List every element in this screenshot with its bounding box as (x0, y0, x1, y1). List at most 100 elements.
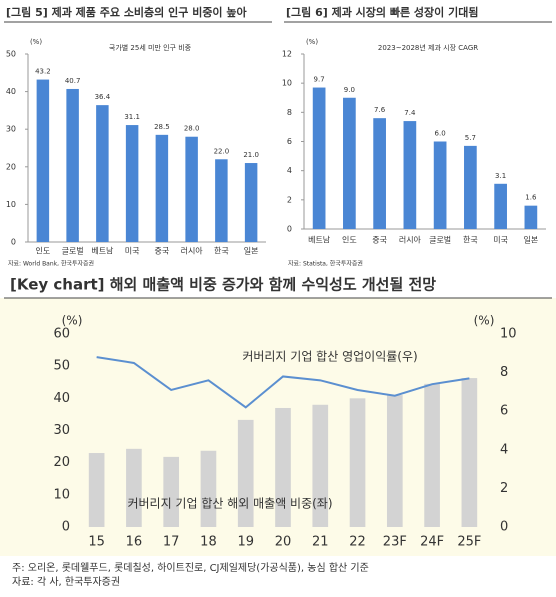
y-tick-label: 4 (287, 166, 292, 175)
x-tick-label: 25F (457, 535, 481, 550)
x-tick-label: 한국 (463, 236, 478, 245)
y-tick-label: 40 (53, 391, 70, 406)
value-label: 3.1 (495, 172, 506, 180)
line (96, 356, 470, 409)
y2-tick-label: 10 (500, 327, 517, 342)
series-label: 커버리지 기업 합산 해외 매출액 비중(좌) (127, 497, 332, 511)
value-label: 7.6 (374, 106, 386, 114)
x-tick-label: 미국 (493, 236, 508, 245)
bar (163, 456, 180, 527)
y-tick-label: 6 (287, 137, 292, 146)
x-tick-label: 글로벌 (62, 246, 84, 256)
x-tick-label: 22 (349, 535, 366, 550)
y2-tick-label: 8 (500, 365, 508, 380)
value-label: 7.4 (404, 109, 416, 117)
bar (312, 87, 326, 230)
y-tick-label: 10 (6, 200, 16, 209)
bar (275, 407, 291, 527)
bar (349, 398, 366, 527)
bar (424, 383, 440, 527)
y2-tick-label: 4 (500, 442, 508, 457)
source: 자료: Statista, 한국투자증권 (288, 260, 363, 268)
bar (312, 404, 329, 527)
value-label: 9.7 (314, 76, 325, 84)
x-tick-label: 러시아 (181, 246, 204, 256)
x-tick-label: 19 (237, 535, 254, 550)
x-tick-label: 미국 (125, 247, 140, 256)
x-tick-label: 24F (420, 535, 444, 550)
unit2-label: (%) (474, 314, 495, 328)
value-label: 1.6 (525, 194, 537, 202)
y-tick-label: 20 (6, 162, 16, 171)
chart-title: [그림 5] 제과 제품 주요 소비층의 인구 비중이 높아 (6, 5, 248, 19)
bar (237, 419, 254, 527)
y-tick-label: 2 (287, 195, 292, 204)
value-label: 9.0 (344, 86, 355, 94)
x-tick-label: 베트남 (91, 247, 114, 256)
bar (215, 159, 228, 242)
bar (96, 105, 109, 242)
bar (494, 183, 507, 229)
x-tick-label: 한국 (214, 247, 229, 256)
bar (36, 79, 50, 243)
value-label: 43.2 (35, 68, 51, 76)
value-label: 28.0 (184, 125, 200, 133)
y-tick-label: 50 (6, 50, 16, 59)
unit-label: (%) (306, 38, 318, 46)
bar (386, 395, 403, 527)
bar (66, 88, 79, 242)
bar (244, 163, 258, 242)
x-tick-label: 일본 (524, 236, 539, 245)
y-tick-label: 0 (287, 225, 292, 234)
x-tick-label: 20 (275, 535, 292, 550)
x-tick-label: 18 (200, 535, 217, 550)
bar (343, 97, 356, 229)
chart-title: [Key chart] 해외 매출액 비중 증가와 함께 수익성도 개선될 전망 (10, 276, 436, 294)
bar (403, 121, 417, 229)
bar (373, 118, 386, 229)
value-label: 6.0 (435, 130, 446, 138)
bar (433, 141, 447, 229)
y2-tick-label: 2 (500, 481, 508, 496)
x-tick-label: 글로벌 (429, 235, 451, 245)
bar (125, 125, 139, 242)
y-tick-label: 10 (53, 487, 70, 502)
value-label: 40.7 (65, 77, 81, 85)
value-label: 5.7 (465, 134, 476, 142)
y-tick-label: 0 (62, 520, 70, 535)
bar (200, 450, 217, 527)
bar (524, 205, 538, 229)
x-tick-label: 16 (126, 535, 143, 550)
source: 자료: World Bank, 한국투자증권 (8, 260, 94, 268)
note: 자료: 각 사, 한국투자증권 (12, 576, 120, 588)
x-tick-label: 인도 (342, 235, 357, 245)
x-tick-label: 인도 (36, 246, 51, 256)
y-tick-label: 8 (287, 108, 292, 117)
value-label: 36.4 (95, 93, 111, 101)
y-tick-label: 12 (282, 50, 292, 59)
y-tick-label: 10 (282, 79, 292, 88)
y-tick-label: 40 (6, 87, 16, 96)
note: 주: 오리온, 롯데웰푸드, 롯데칠성, 하이트진로, CJ제일제당(가공식품)… (12, 561, 369, 574)
y-tick-label: 50 (53, 359, 70, 374)
unit-label: (%) (30, 38, 42, 46)
x-tick-label: 베트남 (308, 236, 331, 245)
value-label: 22.0 (214, 147, 230, 155)
unit-label: (%) (62, 314, 83, 328)
x-tick-label: 17 (163, 535, 180, 550)
x-tick-label: 23F (383, 535, 407, 550)
y2-tick-label: 0 (500, 520, 508, 535)
bar (185, 136, 198, 242)
chart-subtitle: 국가별 25세 미만 인구 비중 (109, 43, 192, 52)
value-label: 31.1 (124, 113, 140, 121)
x-tick-label: 중국 (155, 247, 170, 256)
x-tick-label: 중국 (372, 236, 387, 245)
bar (88, 453, 105, 527)
bar (464, 145, 477, 229)
y-tick-label: 30 (6, 125, 16, 134)
value-label: 21.0 (243, 151, 259, 159)
x-tick-label: 15 (88, 535, 105, 550)
y-tick-label: 60 (53, 327, 70, 342)
